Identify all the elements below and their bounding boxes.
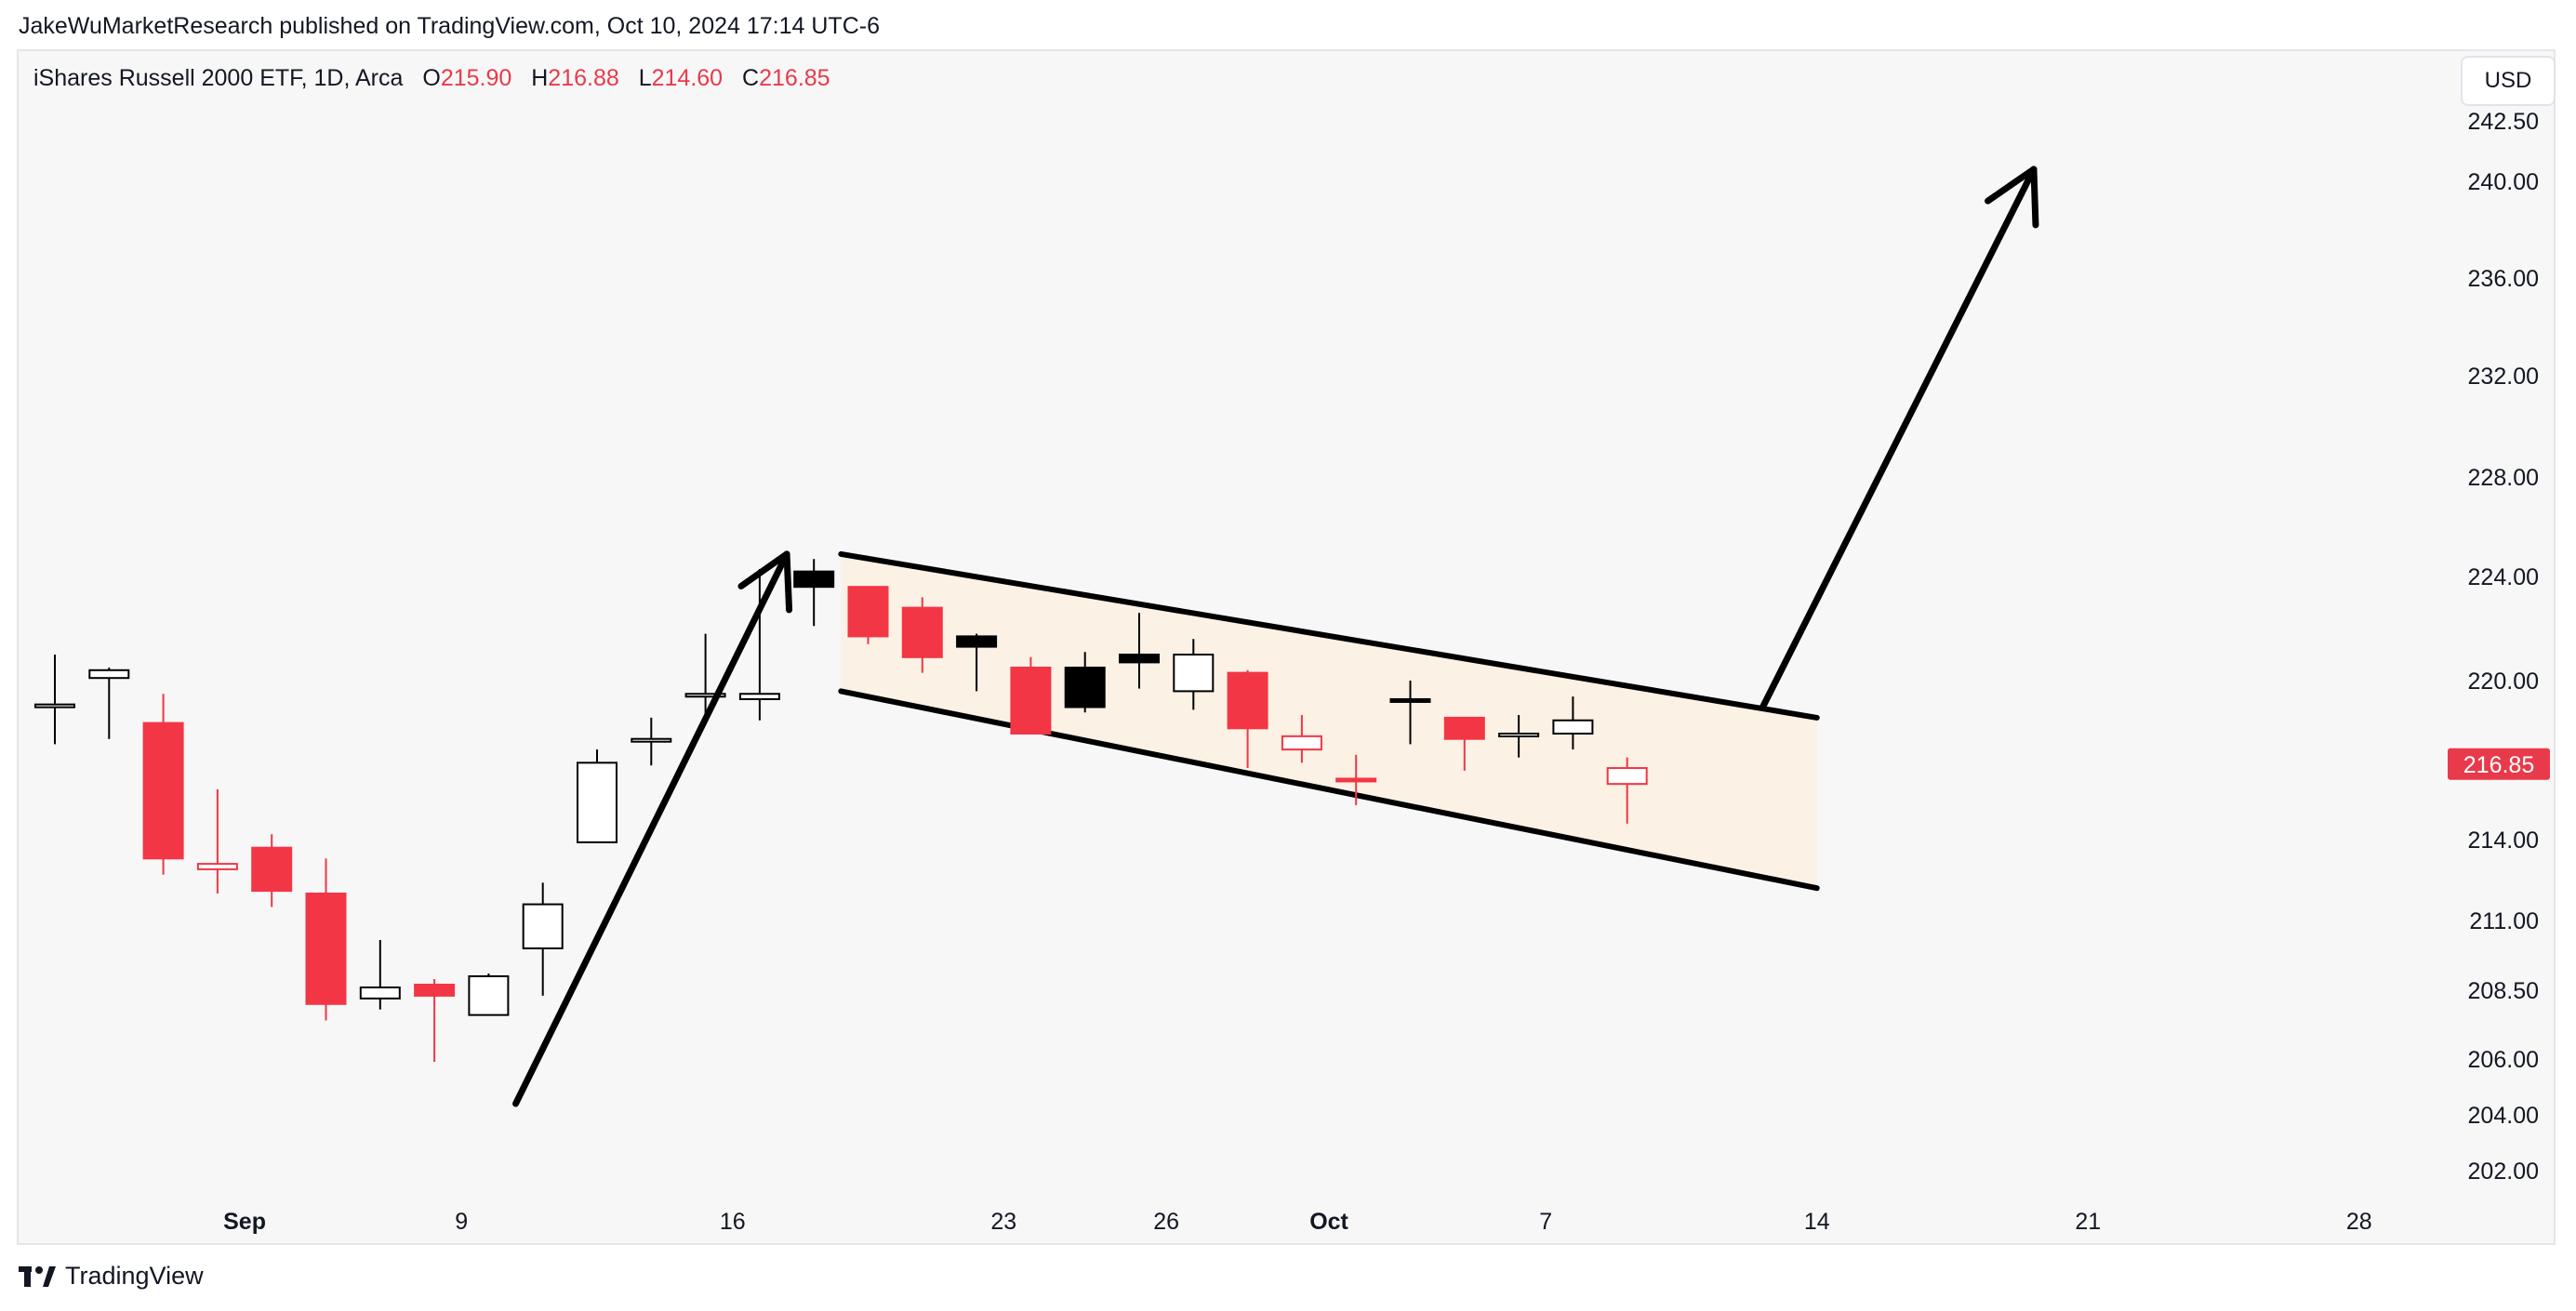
y-tick-label: 214.00 [2468, 828, 2539, 854]
currency-button[interactable]: USD [2461, 56, 2556, 106]
candle-body [793, 570, 835, 589]
candle-body [684, 693, 726, 698]
y-tick-label: 240.00 [2468, 169, 2539, 195]
publisher-name: JakeWuMarketResearch [19, 13, 273, 39]
y-tick-label: 202.00 [2468, 1159, 2539, 1185]
published-info: published on TradingView.com, Oct 10, 20… [279, 13, 880, 39]
channel-upper-line [838, 550, 1820, 721]
channel-fill [841, 553, 1817, 889]
candle-body [1010, 667, 1052, 735]
candle-body [305, 893, 347, 1005]
candle-body [88, 669, 130, 680]
candle-body [1281, 735, 1322, 751]
y-tick-label: 211.00 [2469, 908, 2539, 934]
x-tick-label: 7 [1539, 1209, 1552, 1235]
low-value: 214.60 [651, 65, 724, 91]
y-tick-label: 228.00 [2468, 465, 2539, 491]
candle-body [196, 863, 238, 870]
publication-header: JakeWuMarketResearch published on Tradin… [19, 13, 880, 40]
trend-arrow-line [512, 550, 790, 1107]
candle-body [1335, 777, 1377, 783]
candle-body [142, 722, 184, 860]
symbol-legend: iShares Russell 2000 ETF, 1D, Arca O215.… [33, 65, 830, 92]
candle-body [847, 586, 889, 638]
close-label: C [742, 65, 760, 91]
y-tick-label: 204.00 [2468, 1103, 2539, 1129]
candle-body [1227, 671, 1268, 730]
tradingview-logo-icon [19, 1265, 56, 1287]
y-tick-label: 208.50 [2468, 978, 2539, 1004]
x-tick-label: 16 [720, 1209, 746, 1235]
x-tick-label: 9 [455, 1209, 468, 1235]
candle-body [1064, 667, 1106, 708]
candle-body [956, 635, 998, 648]
candle-body [1389, 697, 1431, 703]
x-tick-label: Oct [1309, 1209, 1348, 1235]
y-tick-label: 232.00 [2468, 364, 2539, 390]
candle-body [359, 987, 401, 1000]
open-label: O [422, 65, 441, 91]
x-tick-label: 28 [2346, 1209, 2372, 1235]
candle-body [1498, 733, 1540, 737]
last-price-tag [2448, 748, 2550, 780]
brand-name: TradingView [65, 1262, 204, 1290]
high-label: H [531, 65, 549, 91]
candle-body [1119, 654, 1160, 664]
high-value: 216.88 [548, 65, 619, 91]
open-value: 215.90 [440, 65, 512, 91]
low-label: L [638, 65, 652, 91]
channel-lower-line [838, 688, 1820, 892]
candle-body [577, 761, 617, 843]
candle-body [414, 984, 456, 997]
trend-arrow-head [737, 550, 793, 614]
symbol-title: iShares Russell 2000 ETF, 1D, Arca [33, 65, 404, 91]
candle-body [522, 903, 564, 949]
x-tick-label: 14 [1804, 1209, 1830, 1235]
y-tick-label: 220.00 [2468, 669, 2539, 695]
candle-body [468, 975, 510, 1016]
candle-body [1173, 654, 1215, 693]
candle-body [738, 693, 780, 700]
y-tick-label: 242.50 [2468, 109, 2539, 135]
candle-body [1443, 716, 1485, 740]
candle-body [251, 846, 293, 893]
candle-body [1552, 719, 1594, 735]
candle-body [1606, 767, 1648, 786]
candle-body [631, 737, 672, 743]
x-tick-label: 21 [2075, 1209, 2101, 1235]
candle-body [901, 606, 943, 658]
close-value: 216.85 [759, 65, 830, 91]
trend-arrow-head [1985, 166, 2039, 229]
y-tick-label: 224.00 [2468, 564, 2539, 590]
x-tick-label: Sep [223, 1209, 266, 1235]
x-tick-label: 23 [990, 1209, 1016, 1235]
y-tick-label: 206.00 [2468, 1047, 2539, 1073]
y-tick-label: 236.00 [2468, 266, 2539, 292]
last-price-label: 216.85 [2463, 752, 2534, 778]
trend-arrow-line [1759, 166, 2038, 710]
candle-body [34, 703, 75, 708]
x-tick-label: 26 [1153, 1209, 1179, 1235]
tradingview-footer[interactable]: TradingView [19, 1262, 204, 1291]
